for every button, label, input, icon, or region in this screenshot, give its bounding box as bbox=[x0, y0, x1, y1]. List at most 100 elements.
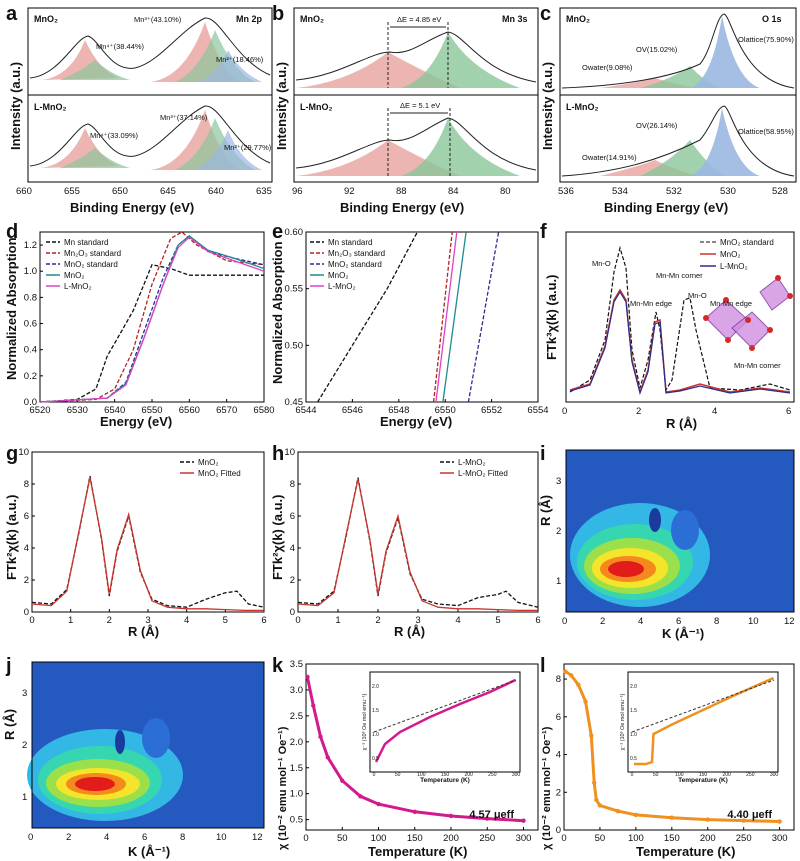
panel-k-xlabel: Temperature (K) bbox=[368, 844, 467, 859]
panel-k-data-point bbox=[325, 755, 330, 760]
panel-d-ytick: 0.6 bbox=[24, 319, 37, 330]
panel-k-xtick: 300 bbox=[516, 833, 532, 844]
panel-a-ann-mn4-top: Mn⁴⁺(38.44%) bbox=[96, 42, 145, 51]
panel-label-c: c bbox=[540, 3, 551, 25]
panel-d-xlabel: Energy (eV) bbox=[100, 414, 172, 429]
panel-i-xlabel: K (Å⁻¹) bbox=[662, 626, 704, 641]
panel-d-xtick: 6540 bbox=[104, 405, 125, 416]
panel-k-ylabel: χ (10⁻² emu mol⁻¹ Oe⁻¹) bbox=[277, 726, 289, 850]
panel-k-data-point bbox=[305, 674, 310, 680]
panel-d-ytick: 0.4 bbox=[24, 345, 37, 356]
panel-d-ytick: 1.0 bbox=[24, 266, 37, 277]
panel-h-series-line bbox=[297, 479, 538, 612]
panel-a-xtick: 650 bbox=[112, 186, 128, 197]
panel-g-series-line bbox=[31, 475, 265, 608]
panel-g-xtick: 6 bbox=[261, 615, 266, 626]
panel-e-series-line bbox=[467, 231, 500, 403]
panel-l-ytick: 4 bbox=[556, 750, 561, 761]
panel-a-envelope-bot bbox=[29, 105, 271, 167]
panel-k: k χ (10⁻² emu mol⁻¹ Oe⁻¹) Temperature (K… bbox=[272, 655, 539, 859]
panel-l-xtick: 50 bbox=[595, 833, 606, 844]
panel-j-ytick: 2 bbox=[22, 740, 27, 751]
panel-a-xtick: 660 bbox=[16, 186, 32, 197]
panel-c-xtick: 534 bbox=[612, 186, 628, 197]
panel-e-frame bbox=[305, 231, 539, 403]
panel-label-j: j bbox=[5, 655, 12, 677]
panel-k-data-point bbox=[340, 778, 345, 783]
panel-l-inset-xtick: 200 bbox=[722, 772, 731, 778]
panel-e-ytick: 0.45 bbox=[285, 397, 304, 408]
panel-c-ann-lat-top: Olattice(75.90%) bbox=[738, 35, 794, 44]
panel-f-legend-item: MnO₂ bbox=[720, 250, 740, 259]
panel-j-xtick: 4 bbox=[104, 832, 109, 843]
panel-b-envelope-top bbox=[295, 31, 537, 83]
panel-k-xtick: 100 bbox=[371, 833, 387, 844]
panel-d-series-line bbox=[39, 236, 265, 403]
panel-g-xtick: 3 bbox=[145, 615, 150, 626]
panel-c-sample-bottom: L-MnO₂ bbox=[566, 102, 599, 112]
panel-d-ytick: 0.0 bbox=[24, 397, 37, 408]
panel-f-xtick: 0 bbox=[562, 406, 567, 417]
panel-l-xtick: 0 bbox=[561, 833, 566, 844]
panel-i-xtick: 8 bbox=[714, 616, 719, 627]
panel-i-xtick: 12 bbox=[784, 616, 795, 627]
panel-a-ann-mn2-bot: Mn²⁺(29.77%) bbox=[224, 143, 272, 152]
panel-f-xtick: 4 bbox=[712, 406, 717, 417]
panel-b-edge: Mn 3s bbox=[502, 14, 528, 24]
panel-a-xtick: 640 bbox=[208, 186, 224, 197]
panel-a-xtick: 655 bbox=[64, 186, 80, 197]
panel-i-hole bbox=[649, 508, 661, 532]
panel-k-frame bbox=[305, 663, 539, 831]
panel-l: l χ (10⁻² emu mol⁻¹ Oe⁻¹) Temperature (K… bbox=[540, 655, 795, 859]
panel-l-moment: 4.40 μeff bbox=[727, 809, 772, 821]
panel-label-k: k bbox=[272, 655, 284, 677]
panel-l-series-line bbox=[564, 670, 780, 823]
panel-c-ann-lat-bot: Olattice(58.95%) bbox=[738, 127, 794, 136]
panel-g-legend-item: MnO₂ Fitted bbox=[198, 469, 241, 478]
panel-g-ytick: 4 bbox=[24, 543, 29, 554]
panel-b-xlabel: Binding Energy (eV) bbox=[340, 200, 464, 215]
panel-c-xlabel: Binding Energy (eV) bbox=[604, 200, 728, 215]
panel-g-xtick: 0 bbox=[29, 615, 34, 626]
panel-k-xtick: 150 bbox=[407, 833, 423, 844]
panel-k-ytick: 1.5 bbox=[290, 763, 303, 774]
panel-f-atom bbox=[745, 317, 751, 323]
panel-k-inset-xtick: 300 bbox=[512, 772, 521, 778]
panel-d-xtick: 6560 bbox=[179, 405, 200, 416]
panel-g-ylabel: FTk²χ(k) (a.u.) bbox=[4, 495, 19, 580]
panel-k-ytick: 1.0 bbox=[290, 789, 303, 800]
panel-i-xtick: 4 bbox=[638, 616, 643, 627]
panel-h-legend-item: L-MnO₂ bbox=[458, 458, 486, 467]
panel-a-envelope-top bbox=[29, 17, 271, 79]
panel-c-xtick: 532 bbox=[666, 186, 682, 197]
panel-l-inset-xtick: 0 bbox=[631, 772, 634, 778]
panel-h-ytick: 6 bbox=[290, 511, 295, 522]
panel-k-inset-fit bbox=[373, 679, 517, 733]
panel-e-xtick: 6554 bbox=[527, 405, 548, 416]
panel-k-ytick: 2.5 bbox=[290, 711, 303, 722]
panel-c-xtick: 528 bbox=[772, 186, 788, 197]
panel-f-ann-inset-mno: Mn-O bbox=[688, 291, 707, 300]
panel-d-ytick: 1.2 bbox=[24, 240, 37, 251]
panel-j-yticks: 1 2 3 bbox=[22, 688, 27, 803]
panel-j-ytick: 1 bbox=[22, 792, 27, 803]
panel-h-xtick: 2 bbox=[375, 615, 380, 626]
panel-h-xtick: 1 bbox=[335, 615, 340, 626]
panel-f: f Mn-O Mn-Mn edge Mn-Mn corner Mn-O Mn-M… bbox=[540, 221, 795, 431]
panel-i-xticks: 0 2 4 6 8 10 12 bbox=[562, 616, 795, 627]
panel-a-ann-mn3-bot: Mn³⁺(37.14%) bbox=[160, 113, 208, 122]
panel-a-ylabel: Intensity (a.u.) bbox=[8, 62, 23, 150]
panel-e-legend-item: MnO₂ bbox=[328, 271, 348, 280]
panel-e: e Normalized Absorption Energy (eV) 6544… bbox=[270, 221, 549, 429]
panel-j-xtick: 6 bbox=[142, 832, 147, 843]
panel-d-legend-item: MnO₂ bbox=[64, 271, 84, 280]
panel-label-b: b bbox=[272, 3, 284, 25]
panel-e-series-line bbox=[432, 231, 453, 403]
panel-i: i 0 2 4 6 8 10 12 1 2 3 K (Å⁻¹) R (Å) bbox=[538, 443, 795, 641]
panel-l-inset-line bbox=[634, 676, 775, 766]
panel-k-inset-xtick: 200 bbox=[464, 772, 473, 778]
panel-l-ytick: 6 bbox=[556, 712, 561, 723]
panel-f-crystal-inset bbox=[703, 275, 793, 351]
panel-b-ylabel: Intensity (a.u.) bbox=[274, 62, 289, 150]
